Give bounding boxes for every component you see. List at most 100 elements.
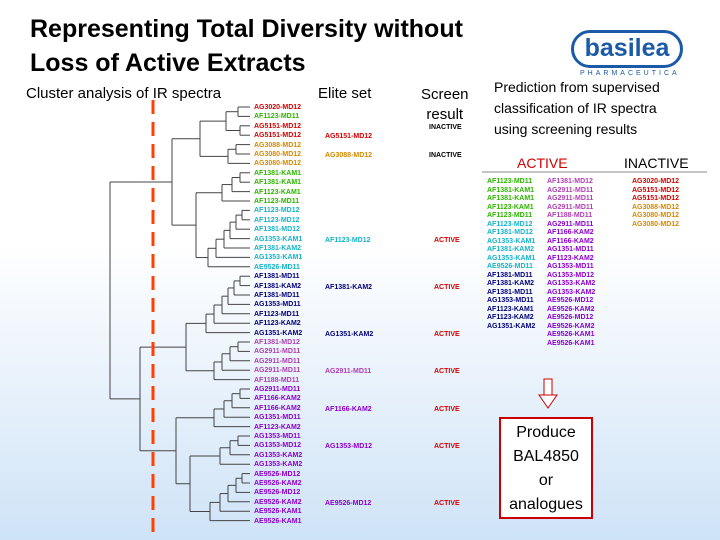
elite-item: AG5151-MD12 bbox=[325, 133, 373, 141]
prediction-header: Prediction from supervised classificatio… bbox=[494, 77, 660, 140]
prediction-item: AF1381-MD11 bbox=[487, 271, 533, 279]
dendrogram-leaf: AG1351-KAM2 bbox=[254, 329, 303, 337]
dendrogram-leaf: AG1353-KAM1 bbox=[254, 235, 303, 243]
dendrogram-leaf: AG1353-KAM2 bbox=[254, 451, 303, 459]
logo-subtitle: PHARMACEUTICA bbox=[580, 70, 680, 77]
screen-result: ACTIVE bbox=[434, 405, 460, 413]
produce-line3: or bbox=[538, 472, 554, 489]
dendrogram-branches bbox=[109, 106, 250, 522]
title-line-1: Representing Total Diversity without bbox=[30, 15, 463, 43]
dendrogram-leaf: AE9526-MD12 bbox=[254, 470, 301, 478]
dendrogram-leaf: AF1381-KAM2 bbox=[254, 245, 302, 252]
dendrogram-leaf: AG1351-MD11 bbox=[254, 414, 301, 422]
prediction-item: AG1353-KAM1 bbox=[487, 254, 536, 262]
dendrogram-leaf: AG1353-MD12 bbox=[254, 442, 302, 450]
dendrogram-leaf: AF1381-MD12 bbox=[254, 339, 300, 346]
dendrogram-leaf: AF1188-MD11 bbox=[254, 376, 300, 384]
screen-result: ACTIVE bbox=[434, 330, 460, 338]
dendrogram-leaf: AF1381-KAM1 bbox=[254, 169, 302, 177]
dendrogram-leaf: AG2911-MD11 bbox=[254, 386, 301, 393]
down-arrow-icon bbox=[538, 378, 558, 409]
dendrogram-leaf: AF1123-KAM1 bbox=[254, 188, 301, 196]
prediction-item: AF1166-KAM2 bbox=[547, 237, 594, 245]
dendrogram-leaf: AG1353-KAM2 bbox=[254, 461, 303, 469]
prediction-item: AG1351-KAM2 bbox=[487, 322, 536, 330]
screen-result: ACTIVE bbox=[434, 368, 460, 376]
dendrogram-leaf: AG1353-KAM1 bbox=[254, 254, 303, 262]
dendrogram-leaf: AF1381-MD11 bbox=[254, 292, 300, 299]
slide-title: Representing Total Diversity without Los… bbox=[30, 12, 463, 80]
prediction-item: AF1381-KAM1 bbox=[487, 186, 535, 194]
prediction-item: AG3088-MD12 bbox=[632, 203, 680, 211]
elite-item: AF1166-KAM2 bbox=[325, 405, 372, 413]
prediction-item: AF1123-KAM2 bbox=[547, 254, 594, 262]
dendrogram-leaf: AF1381-MD12 bbox=[254, 226, 300, 234]
prediction-item: AG1351-MD11 bbox=[547, 246, 594, 253]
dendrogram-leaf: AE9526-KAM2 bbox=[254, 498, 302, 506]
elite-item: AG1351-KAM2 bbox=[325, 330, 374, 338]
dendrogram-leaf: AF1123-MD11 bbox=[254, 198, 300, 205]
dendrogram-leaf: AF1123-KAM2 bbox=[254, 320, 301, 328]
prediction-item: AE9526-KAM2 bbox=[547, 305, 595, 313]
dendrogram-leaf: AG5151-MD12 bbox=[254, 122, 302, 130]
basilea-logo: basilea bbox=[571, 30, 683, 68]
dendrogram-leaf: AF1123-MD12 bbox=[254, 216, 300, 224]
prediction-item: AE9526-MD12 bbox=[547, 297, 594, 304]
prediction-item: AG1353-KAM1 bbox=[487, 237, 536, 245]
prediction-item: AF1381-KAM2 bbox=[487, 280, 535, 287]
dendrogram-leaf: AF1381-KAM2 bbox=[254, 282, 302, 290]
prediction-item: AG2911-MD11 bbox=[547, 195, 594, 202]
dendrogram-leaf: AF1381-KAM1 bbox=[254, 179, 302, 187]
prediction-item: AF1123-KAM2 bbox=[487, 314, 534, 321]
elite-item: AG2911-MD11 bbox=[325, 368, 372, 376]
dendrogram-leaf: AG3088-MD12 bbox=[254, 141, 302, 149]
dendrogram-leaf: AG3020-MD12 bbox=[254, 104, 302, 111]
dendrogram-leaf: AG3080-MD12 bbox=[254, 151, 302, 158]
screen-result: ACTIVE bbox=[434, 236, 460, 244]
inactive-column-header: INACTIVE bbox=[624, 155, 689, 171]
dendrogram-leaf: AG5151-MD12 bbox=[254, 132, 302, 140]
prediction-item: AG1353-KAM2 bbox=[547, 280, 596, 287]
prediction-item: AF1381-MD12 bbox=[487, 229, 533, 236]
prediction-item: AF1381-KAM1 bbox=[487, 195, 535, 202]
dendrogram-leaf: AE9526-KAM1 bbox=[254, 508, 302, 516]
dendrogram-leaf: AF1166-KAM2 bbox=[254, 395, 301, 403]
prediction-header-line3: using screening results bbox=[494, 121, 638, 137]
prediction-item: AF1123-KAM1 bbox=[487, 203, 534, 211]
dendrogram-leaf: AG1353-MD11 bbox=[254, 301, 301, 309]
screen-result: INACTIVE bbox=[429, 124, 462, 131]
prediction-item: AG5151-MD12 bbox=[632, 186, 680, 194]
prediction-item: AF1381-MD12 bbox=[547, 178, 593, 185]
dendrogram-leaf: AG2911-MD11 bbox=[254, 367, 301, 375]
screen-header-line1: Screen bbox=[421, 86, 469, 103]
prediction-header-line2: classification of IR spectra bbox=[494, 100, 657, 116]
prediction-item: AG3020-MD12 bbox=[632, 178, 680, 185]
screen-result: ACTIVE bbox=[434, 499, 460, 507]
dendrogram-leaf: AF1123-MD11 bbox=[254, 113, 300, 121]
elite-item: AF1381-KAM2 bbox=[325, 283, 373, 291]
dendrogram-leaf: AG1353-MD11 bbox=[254, 433, 301, 440]
prediction-item: AF1123-MD12 bbox=[487, 220, 533, 228]
dendrogram-leaf: AF1166-KAM2 bbox=[254, 404, 301, 412]
dendrogram-leaf: AF1123-MD12 bbox=[254, 207, 300, 215]
dendrogram-leaf: AG2911-MD11 bbox=[254, 357, 301, 365]
dendrogram-leaf: AF1123-KAM2 bbox=[254, 423, 301, 431]
screen-result: INACTIVE bbox=[429, 152, 462, 159]
screen-header: Screen result bbox=[421, 85, 469, 125]
prediction-item: AE9526-MD12 bbox=[547, 314, 594, 321]
screen-result: ACTIVE bbox=[434, 443, 460, 451]
prediction-item: AG1353-MD11 bbox=[547, 263, 594, 270]
prediction-item: AG1353-MD11 bbox=[487, 297, 534, 304]
screen-result: ACTIVE bbox=[434, 283, 460, 291]
prediction-item: AG5151-MD12 bbox=[632, 195, 680, 202]
dendrogram-leaf: AF1123-MD11 bbox=[254, 310, 300, 318]
dendrogram-leaf: AE9526-KAM1 bbox=[254, 517, 302, 525]
produce-line4: analogues bbox=[509, 496, 583, 513]
prediction-item: AF1123-KAM1 bbox=[487, 305, 534, 313]
prediction-item: AF1381-MD11 bbox=[487, 288, 533, 296]
elite-item: AE9526-MD12 bbox=[325, 499, 372, 507]
dendrogram-leaf: AE9526-KAM2 bbox=[254, 480, 302, 487]
elite-item: AG3088-MD12 bbox=[325, 152, 373, 159]
dendrogram-leaf: AF1381-MD11 bbox=[254, 273, 300, 281]
